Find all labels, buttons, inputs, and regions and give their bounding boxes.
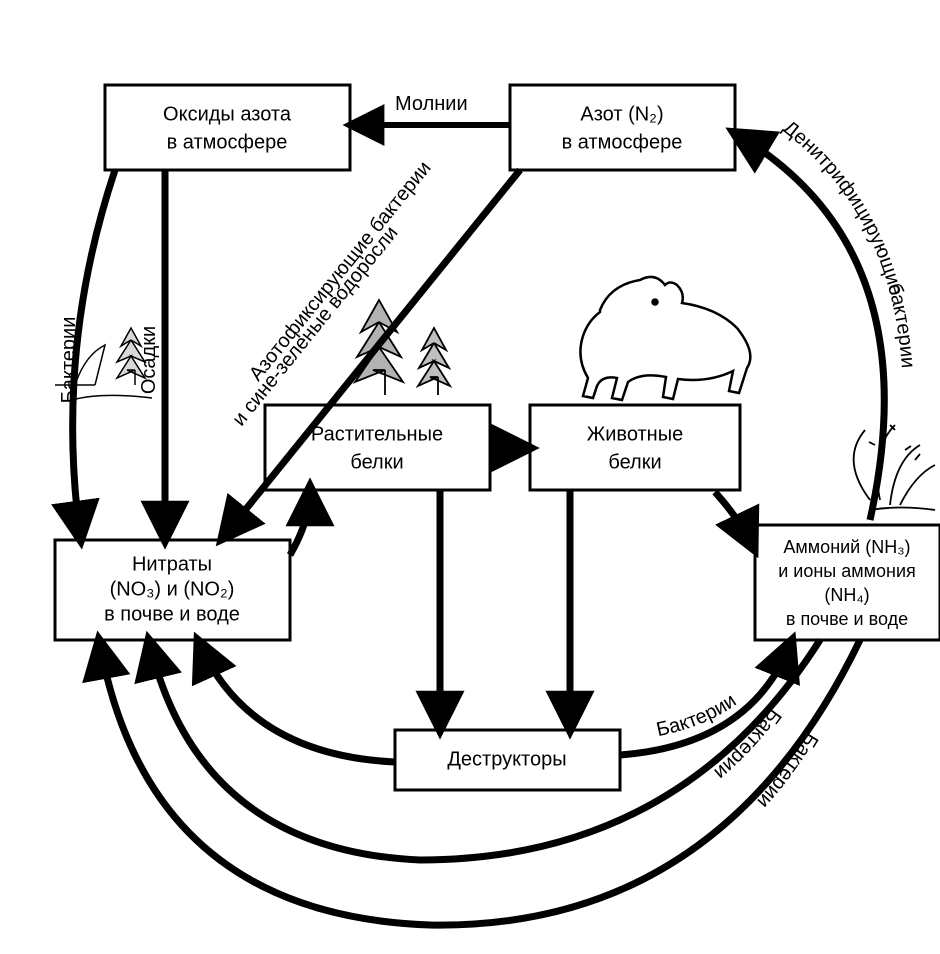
node-nitrates: Нитраты (NO₃) и (NO₂) в почве и воде — [55, 540, 290, 640]
node-ammonium-line2: и ионы аммония — [778, 561, 916, 581]
node-nitrates-line2: (NO₃) и (NO₂) — [110, 578, 235, 600]
node-animal-line1: Животные — [587, 423, 683, 445]
edge-destructors-ammonium-label: Бактерии — [654, 690, 740, 742]
node-destructors-line1: Деструкторы — [447, 748, 566, 770]
edge-lightning-label: Молнии — [395, 93, 468, 115]
edge-destructors-nitrates — [200, 645, 395, 762]
node-nitrates-line1: Нитраты — [132, 553, 212, 575]
node-nitrates-line3: в почве и воде — [104, 603, 240, 625]
edge-oxides-nitrates-precip-label: Осадки — [138, 326, 160, 394]
node-oxides: Оксиды азота в атмосфере — [105, 85, 350, 170]
node-plant-line2: белки — [350, 451, 403, 473]
node-n2: Азот (N₂) в атмосфере — [510, 85, 735, 170]
node-destructors: Деструкторы — [395, 730, 620, 790]
bear-sketch — [580, 277, 750, 400]
node-oxides-line2: в атмосфере — [167, 131, 288, 153]
node-ammonium-line4: в почве и воде — [786, 609, 908, 629]
edge-denitrifying-label2: бактерии — [883, 281, 919, 369]
node-ammonium-line3: (NH₄) — [824, 585, 869, 605]
node-animal-line2: белки — [608, 451, 661, 473]
node-n2-line2: в атмосфере — [562, 131, 683, 153]
node-ammonium-line1: Аммоний (NH₃) — [783, 537, 910, 557]
node-animal: Животные белки — [530, 405, 740, 490]
nitrogen-cycle-diagram: Оксиды азота в атмосфере Азот (N₂) в атм… — [0, 0, 940, 954]
edge-denitrifying-label1: Денитрифицирующие — [779, 117, 908, 298]
node-ammonium: Аммоний (NH₃) и ионы аммония (NH₄) в поч… — [755, 525, 940, 640]
node-plant-line1: Растительные — [311, 423, 443, 445]
edge-oxides-nitrates-bacteria-label: Бактерии — [58, 317, 80, 404]
node-oxides-line1: Оксиды азота — [163, 103, 292, 125]
node-n2-line1: Азот (N₂) — [580, 103, 663, 125]
edge-animal-ammonium — [715, 492, 752, 545]
bush-sketch — [854, 425, 935, 510]
edge-n2-nitrates-label1: Азотофиксирующие бактерии — [245, 157, 436, 385]
edge-nitrates-plant — [290, 492, 310, 555]
